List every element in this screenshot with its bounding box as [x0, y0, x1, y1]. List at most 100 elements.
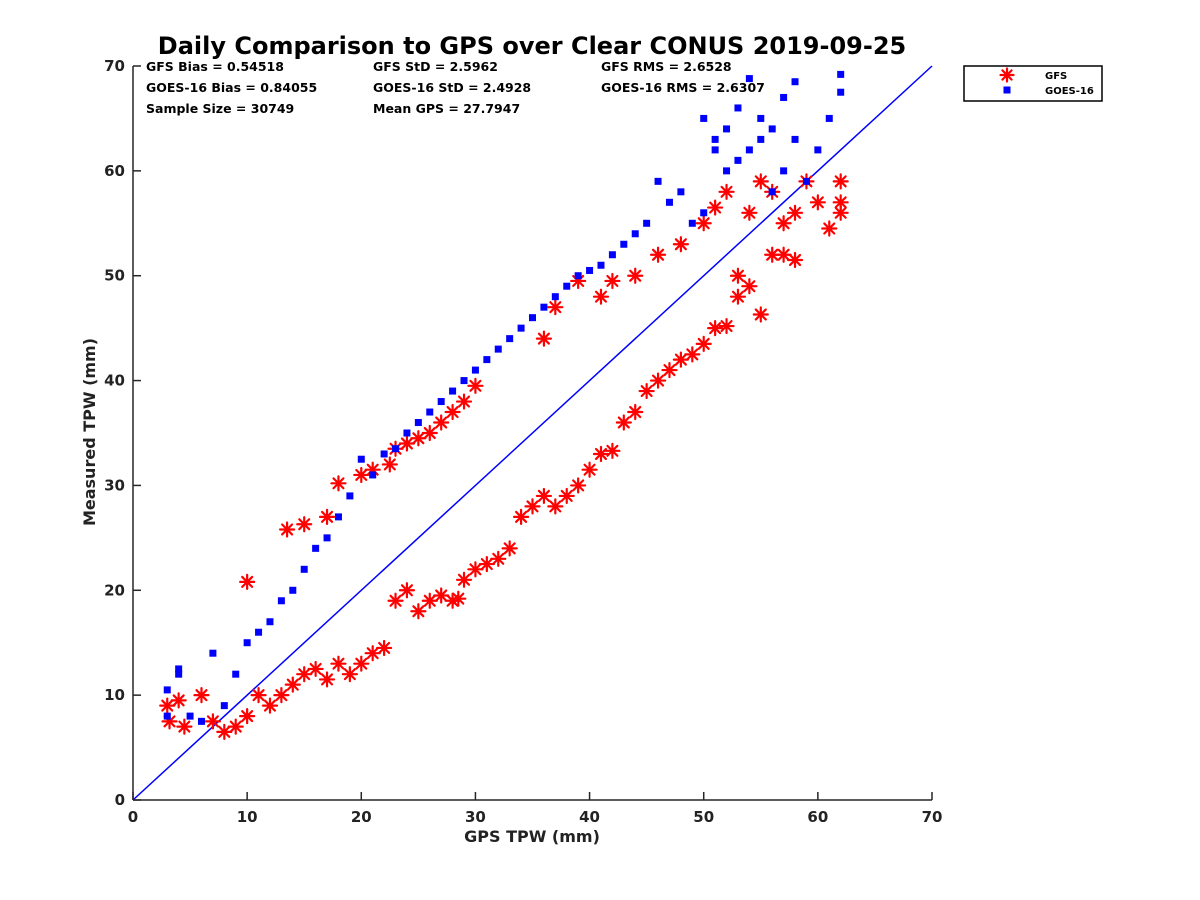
y-tick-label: 50	[104, 267, 125, 285]
legend: GFS GOES-16	[963, 65, 1103, 102]
gfs-point	[296, 516, 313, 533]
gfs-point	[455, 571, 473, 588]
y-tick-label: 10	[104, 686, 125, 704]
gfs-point	[478, 555, 495, 573]
goes16-point	[357, 455, 365, 463]
gfs-point	[832, 194, 849, 211]
gfs-point	[216, 723, 233, 740]
gfs-point	[330, 475, 347, 492]
goes16-point	[688, 219, 696, 227]
stat-text: GFS StD = 2.5962	[373, 59, 498, 74]
gfs-point	[381, 456, 398, 473]
goes16-point	[449, 387, 457, 395]
gfs-point	[467, 377, 484, 394]
series-goes-16	[163, 70, 845, 725]
gfs-point	[398, 435, 416, 452]
legend-gfs-label: GFS	[1045, 71, 1067, 82]
gfs-point	[410, 430, 427, 447]
x-tick-label: 40	[579, 808, 600, 826]
x-tick-label: 70	[922, 808, 943, 826]
goes16-point	[711, 135, 719, 143]
goes16-point	[392, 445, 400, 453]
chart-title: Daily Comparison to GPS over Clear CONUS…	[158, 32, 906, 60]
goes16-point	[745, 75, 753, 83]
goes16-point	[255, 628, 263, 636]
goes16-point	[814, 146, 822, 154]
legend-gfs-marker	[999, 67, 1015, 83]
gfs-point	[547, 498, 564, 515]
gfs-point	[832, 173, 849, 190]
gfs-point	[284, 676, 301, 693]
y-tick-label: 40	[104, 372, 125, 390]
gfs-point	[239, 573, 256, 590]
gfs-point	[193, 687, 210, 704]
goes16-point	[346, 492, 354, 500]
gfs-point	[455, 393, 473, 410]
stat-text: GOES-16 StD = 2.4928	[373, 80, 531, 95]
x-tick-label: 50	[693, 808, 714, 826]
gfs-point	[535, 487, 553, 505]
gfs-point	[204, 713, 221, 730]
gfs-point	[558, 487, 575, 505]
goes16-point	[745, 146, 753, 154]
plot-area: 0 10 20 30 40 50 60 70 0 10 20 30 40 50 60 70	[104, 57, 942, 826]
gfs-point	[330, 655, 347, 672]
gfs-point	[638, 382, 655, 400]
goes16-point	[506, 335, 514, 343]
x-tick-label: 0	[128, 808, 138, 826]
stat-text: Mean GPS = 27.7947	[373, 101, 520, 116]
stat-text: Sample Size = 30749	[146, 101, 294, 116]
gfs-point	[604, 442, 621, 459]
gfs-point	[649, 372, 667, 389]
gfs-point	[729, 267, 747, 284]
goes16-point	[529, 314, 536, 322]
y-tick-label: 30	[104, 476, 125, 494]
gfs-point	[786, 204, 804, 221]
gfs-point	[672, 236, 689, 253]
y-axis-label: Measured TPW (mm)	[80, 338, 99, 526]
y-tick-label: 0	[115, 791, 125, 809]
goes16-point	[232, 670, 240, 678]
goes16-point	[608, 251, 616, 259]
goes16-point	[631, 230, 639, 238]
gfs-point	[775, 246, 792, 263]
y-tick-label: 60	[104, 162, 125, 180]
goes16-point	[563, 282, 571, 290]
goes16-point	[163, 712, 171, 720]
goes16-point	[426, 408, 434, 416]
gfs-point	[661, 361, 678, 379]
goes16-point	[289, 586, 297, 594]
goes16-point	[483, 356, 491, 364]
gfs-point	[615, 414, 632, 431]
gfs-point	[318, 508, 336, 525]
gfs-point	[752, 173, 769, 190]
gfs-point	[490, 550, 507, 567]
gfs-point	[821, 220, 838, 237]
goes16-point	[540, 303, 548, 311]
gfs-point	[159, 697, 176, 714]
gfs-point	[176, 718, 193, 735]
gfs-point	[307, 660, 324, 678]
gfs-point	[695, 335, 712, 352]
goes16-point	[768, 188, 776, 196]
goes16-point	[768, 125, 776, 133]
goes16-point	[757, 135, 765, 143]
goes16-point	[802, 177, 810, 185]
gfs-point	[444, 403, 461, 421]
stat-text: GOES-16 Bias = 0.84055	[146, 80, 317, 95]
goes16-point	[586, 266, 594, 274]
gfs-point	[809, 194, 826, 211]
goes16-point	[734, 104, 742, 112]
goes16-point	[551, 293, 559, 301]
goes16-point	[517, 324, 525, 332]
gfs-point	[421, 592, 438, 609]
goes16-point	[312, 544, 320, 552]
goes16-point	[574, 272, 582, 280]
gfs-point	[364, 645, 381, 662]
goes16-point	[837, 88, 845, 96]
goes16-point	[163, 686, 171, 694]
goes16-point	[677, 188, 685, 196]
goes16-point	[266, 618, 274, 626]
goes16-point	[780, 167, 788, 175]
goes16-point	[700, 209, 708, 217]
